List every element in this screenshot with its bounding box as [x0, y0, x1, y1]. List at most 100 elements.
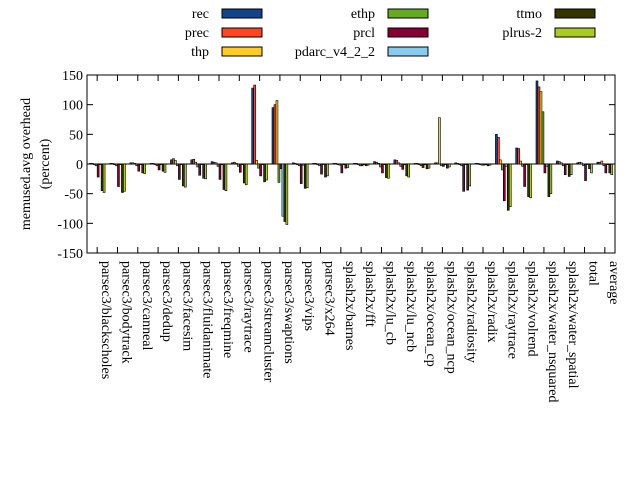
bar-plrus-2: [224, 163, 228, 192]
x-tick-label: splash2x/lu_ncb: [403, 261, 418, 352]
legend-label-rec: rec: [192, 7, 209, 22]
legend-label-thp: thp: [191, 45, 209, 60]
bar-plrus-2: [285, 163, 289, 225]
bar-thp: [255, 160, 258, 165]
bar-prcl: [584, 163, 587, 181]
bar-plrus-2: [387, 163, 390, 179]
y-axis-label: memused.avg overhead: [19, 98, 34, 230]
bar-thp: [600, 160, 604, 165]
bar-plrus-2: [123, 163, 126, 192]
x-tick-label: parsec3/swaptions: [281, 261, 296, 364]
bar-prcl: [401, 163, 405, 170]
bar-prcl: [421, 163, 425, 168]
bar-thp: [438, 117, 441, 165]
bar-thp: [397, 162, 401, 165]
legend: rec prec thp ethp prcl pdarc_v4_2_2 ttmo plrus-…: [185, 7, 596, 60]
y-tick-label: -150: [57, 247, 83, 262]
bar-prcl: [117, 163, 120, 187]
bar-plrus-2: [244, 163, 248, 186]
x-tick-label: splash2x/radix: [484, 261, 499, 343]
bar-plrus-2: [569, 163, 573, 175]
x-axis: parsec3/blackscholes parsec3/bodytrack par…: [96, 75, 621, 403]
bar-prcl: [442, 163, 445, 167]
bar-prcl: [503, 163, 506, 202]
bar-thp: [174, 160, 177, 165]
bar-prcl: [198, 163, 201, 176]
bar-plrus-2: [265, 163, 268, 181]
x-tick-label: parsec3/blackscholes: [98, 261, 113, 379]
legend-swatch-rec: [221, 8, 263, 19]
bar-plrus-2: [610, 163, 614, 175]
bar-plrus-2: [184, 163, 187, 188]
bar-prcl: [320, 163, 323, 175]
bar-prcl: [299, 163, 303, 184]
x-tick-label: total: [586, 261, 601, 286]
bar-plrus-2: [427, 163, 431, 169]
bar-prcl: [462, 163, 465, 192]
bar-thp: [275, 100, 279, 165]
legend-swatch-pdarc_v4_2_2: [387, 46, 429, 57]
bar-thp: [194, 161, 198, 165]
x-tick-label: splash2x/water_spatial: [565, 261, 580, 389]
bar-thp: [580, 162, 583, 165]
x-tick-label: splash2x/ocean_ncp: [443, 261, 458, 374]
x-tick-label: parsec3/bodytrack: [118, 261, 133, 364]
legend-label-pdarc_v4_2_2: pdarc_v4_2_2: [295, 45, 375, 60]
plot-area: [86, 74, 616, 254]
bar-plrus-2: [305, 163, 309, 189]
y-tick-label: -100: [57, 217, 83, 232]
x-tick-label: splash2x/volrend: [525, 261, 540, 357]
bar-prcl: [543, 163, 547, 174]
bar-prcl: [218, 163, 222, 180]
bar-prcl: [523, 163, 526, 187]
legend-swatch-plrus-2: [554, 27, 596, 38]
x-tick-label: parsec3/raytrace: [240, 261, 255, 353]
bar-plrus-2: [488, 163, 492, 166]
bar-prec: [395, 160, 399, 165]
y-tick-label: 50: [69, 128, 83, 143]
x-tick-label: average: [606, 261, 621, 305]
bar-plrus-2: [407, 163, 410, 178]
bar-prcl: [137, 163, 141, 172]
bar-plrus-2: [366, 163, 370, 166]
y-tick-label: 150: [62, 69, 83, 84]
bar-thp: [499, 159, 502, 165]
legend-label-ttmo: ttmo: [516, 7, 542, 22]
bar-thp: [559, 162, 563, 165]
bar-plrus-2: [102, 163, 106, 193]
bar-thp: [519, 160, 522, 165]
x-tick-label: parsec3/dedup: [159, 261, 174, 342]
bar-prcl: [381, 163, 384, 174]
bar-prec: [253, 84, 256, 165]
x-tick-label: parsec3/streamcluster: [261, 261, 276, 383]
legend-swatch-ethp: [387, 8, 429, 19]
x-tick-label: parsec3/freqmine: [220, 261, 235, 358]
bar-plrus-2: [204, 163, 207, 180]
x-tick-label: splash2x/fft: [362, 261, 377, 327]
legend-swatch-prec: [221, 27, 263, 38]
y-axis: 150 100 50 0 -50 -100 -150: [57, 69, 615, 262]
x-tick-label: parsec3/canneal: [139, 261, 154, 350]
bar-plrus-2: [346, 163, 350, 168]
bar-prec: [497, 137, 500, 165]
legend-swatch-thp: [221, 46, 263, 57]
bar-plrus-2: [529, 163, 532, 199]
x-tick-label: splash2x/radiosity: [464, 261, 479, 363]
bar-plrus-2: [448, 163, 451, 168]
bar-prcl: [239, 163, 242, 173]
y-tick-label: 0: [76, 158, 83, 173]
x-tick-label: parsec3/facesim: [179, 261, 194, 351]
legend-swatch-ttmo: [554, 8, 596, 19]
bar-prcl: [157, 163, 161, 171]
bar-plrus-2: [326, 163, 329, 177]
bar-plrus-2: [508, 163, 512, 208]
legend-label-ethp: ethp: [351, 7, 375, 22]
y-tick-label: -50: [64, 188, 83, 203]
bar-prec: [192, 158, 196, 165]
legend-swatch-prcl: [387, 27, 429, 38]
legend-label-plrus-2: plrus-2: [502, 26, 542, 41]
bar-plrus-2: [468, 163, 471, 187]
bar-prec: [517, 148, 520, 165]
x-tick-label: splash2x/water_nsquared: [545, 261, 560, 403]
y-axis-unit-label: (percent): [38, 138, 53, 189]
